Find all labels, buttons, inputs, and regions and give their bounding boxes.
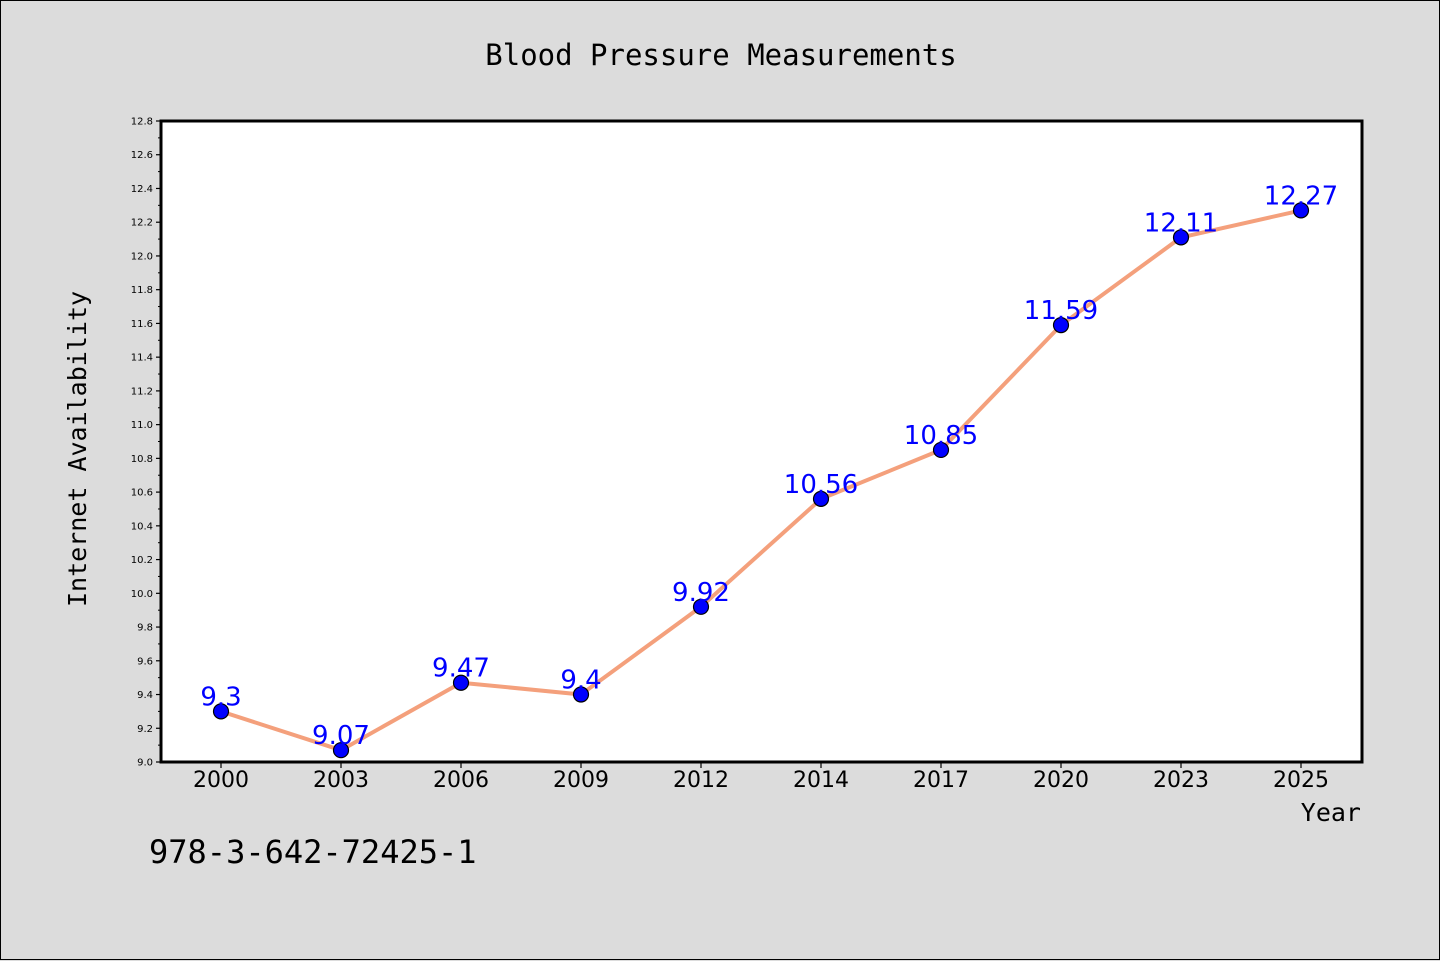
plot-area <box>161 121 1362 762</box>
x-tick-label: 2009 <box>553 768 609 793</box>
data-point <box>812 490 830 507</box>
isbn-text: 978-3-642-72425-1 <box>149 833 477 871</box>
x-tick-label: 2020 <box>1033 768 1089 793</box>
y-tick-label: 11.0 <box>131 420 153 431</box>
data-point <box>1172 229 1190 246</box>
y-tick-label: 11.8 <box>131 285 153 296</box>
data-point <box>212 703 230 720</box>
y-axis: 9.0 9.2 9.4 9.6 9.8 10.0 10.2 10.4 10.6 10.8 11.0 1… <box>131 117 161 769</box>
data-point <box>1052 317 1070 334</box>
y-tick-label: 10.8 <box>131 454 153 465</box>
data-point <box>692 598 710 615</box>
data-label: 10.56 <box>784 470 858 500</box>
y-tick-label: 11.4 <box>131 353 153 364</box>
y-tick-label: 12.6 <box>131 150 153 161</box>
y-tick-label: 10.6 <box>131 488 153 499</box>
x-tick-label: 2003 <box>313 768 369 793</box>
data-label: 9.07 <box>312 721 370 751</box>
data-label: 12.27 <box>1264 181 1338 211</box>
data-point <box>572 686 590 703</box>
y-tick-label: 11.6 <box>131 319 153 330</box>
y-tick-label: 10.4 <box>131 521 153 532</box>
x-tick-label: 2025 <box>1273 768 1329 793</box>
data-label: 10.85 <box>904 421 978 451</box>
data-point <box>332 742 350 759</box>
data-label: 9.4 <box>560 666 601 696</box>
y-tick-label: 9.4 <box>137 690 153 701</box>
data-points <box>212 202 1310 759</box>
y-tick-label: 12.0 <box>131 251 153 262</box>
y-tick-label: 12.2 <box>131 218 153 229</box>
x-tick-label: 2017 <box>913 768 969 793</box>
x-tick-label: 2012 <box>673 768 729 793</box>
data-label: 11.59 <box>1024 296 1098 326</box>
y-tick-label: 10.0 <box>131 589 153 600</box>
y-tick-label: 10.2 <box>131 555 153 566</box>
data-label: 9.3 <box>200 682 241 712</box>
data-label: 9.92 <box>672 578 730 608</box>
x-axis-label: Year <box>1301 798 1361 827</box>
y-tick-label: 9.8 <box>137 623 153 634</box>
chart-title: Blood Pressure Measurements <box>485 38 956 72</box>
x-tick-label: 2006 <box>433 768 489 793</box>
y-tick-label: 11.2 <box>131 386 153 397</box>
y-tick-label: 9.0 <box>137 758 153 769</box>
y-tick-label: 9.6 <box>137 656 153 667</box>
series-line <box>219 208 1303 753</box>
x-tick-label: 2014 <box>793 768 849 793</box>
x-tick-label: 2000 <box>193 768 249 793</box>
y-axis-label: Internet Availability <box>63 291 92 607</box>
y-tick-label: 12.8 <box>131 117 153 128</box>
data-labels: 9.3 9.07 9.47 9.4 9.92 10.56 10.85 11.59 12.11 12… <box>200 181 1338 751</box>
data-point <box>452 674 470 691</box>
x-tick-label: 2023 <box>1153 768 1209 793</box>
data-label: 12.11 <box>1144 208 1218 238</box>
x-axis: 2000 2003 2006 2009 2012 2014 2017 2020 2023 2025 <box>193 762 1329 793</box>
data-point <box>932 441 950 459</box>
y-tick-label: 9.2 <box>137 724 153 735</box>
plot-frame <box>159 119 1364 764</box>
y-tick-label: 12.4 <box>131 184 153 195</box>
data-point <box>1292 202 1310 219</box>
data-label: 9.47 <box>432 654 490 684</box>
